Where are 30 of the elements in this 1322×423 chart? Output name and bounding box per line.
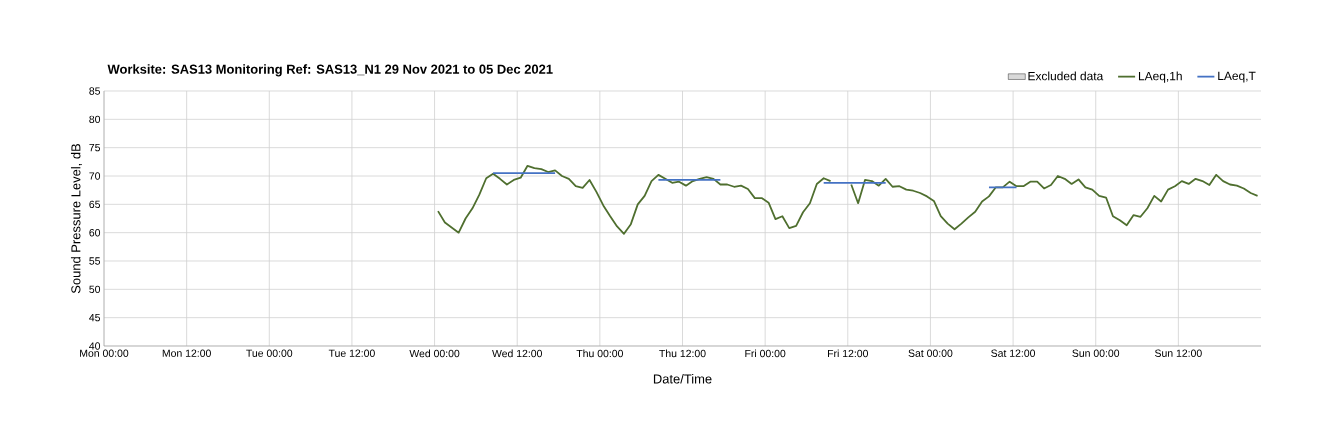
y-tick-label: 50 bbox=[89, 285, 101, 294]
x-tick-label: Thu 12:00 bbox=[659, 349, 706, 358]
y-tick-label: 40 bbox=[89, 342, 101, 350]
x-tick-label: Wed 00:00 bbox=[409, 349, 460, 358]
x-tick-label: Thu 00:00 bbox=[576, 349, 623, 358]
y-tick-label: 80 bbox=[89, 115, 101, 124]
x-tick-label: Tue 12:00 bbox=[328, 349, 375, 357]
y-tick-label: 45 bbox=[89, 314, 101, 322]
x-tick-label: Tue 00:00 bbox=[246, 349, 293, 357]
x-tick-label: Wed 12:00 bbox=[492, 349, 542, 358]
y-tick-label: 70 bbox=[89, 172, 101, 180]
y-tick-label: 85 bbox=[89, 87, 101, 95]
x-axis-title: Date/Time bbox=[653, 374, 712, 384]
chart-title: Worksite: SAS13 Monitoring Ref: SAS13_N1 29 Nov 2021 to 05 Dec 2021 bbox=[107, 64, 553, 77]
x-tick-label: Fri 00:00 bbox=[745, 349, 786, 358]
x-tick-label: Fri 12:00 bbox=[828, 349, 869, 358]
x-tick-label: Sun 12:00 bbox=[1154, 349, 1202, 357]
legend-label: LAeq,1h bbox=[1138, 71, 1182, 83]
x-tick-label: Sat 12:00 bbox=[991, 349, 1036, 357]
x-tick-label: Sun 00:00 bbox=[1072, 349, 1120, 357]
y-tick-label: 75 bbox=[89, 144, 101, 152]
y-tick-label: 55 bbox=[89, 257, 101, 265]
x-tick-label: Sat 00:00 bbox=[908, 349, 953, 357]
x-tick-label: Mon 12:00 bbox=[162, 349, 211, 357]
y-tick-label: 60 bbox=[89, 228, 101, 237]
legend-label: Excluded data bbox=[1028, 71, 1104, 81]
y-axis-title: Sound Pressure Level, dB bbox=[70, 143, 82, 294]
y-tick-label: 65 bbox=[89, 200, 101, 209]
x-tick-label: Mon 00:00 bbox=[80, 349, 129, 357]
legend-label: LAeq,T bbox=[1218, 71, 1256, 83]
